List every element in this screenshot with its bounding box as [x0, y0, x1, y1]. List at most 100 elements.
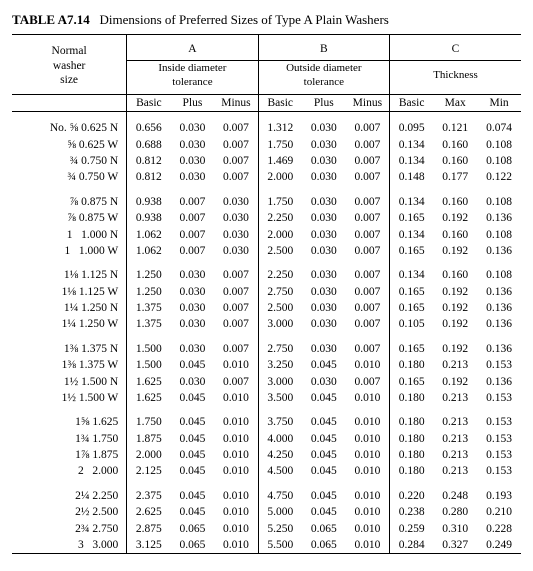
cell-value: 2.250 [258, 210, 302, 226]
cell-value: 0.030 [302, 194, 346, 210]
cell-value: 0.192 [433, 341, 477, 357]
cell-value: 0.153 [477, 463, 521, 479]
cell-value: 0.045 [171, 504, 215, 520]
cell-value: 0.153 [477, 431, 521, 447]
cell-value: 0.192 [433, 243, 477, 259]
cell-size: ⅝ 0.625 W [12, 137, 127, 153]
table-row: 3 3.0003.1250.0650.0105.5000.0650.0100.2… [12, 537, 521, 554]
cell-value: 2.375 [127, 488, 171, 504]
cell-value: 0.108 [477, 267, 521, 283]
cell-size: 1⅞ 1.875 [12, 447, 127, 463]
cell-value: 0.030 [302, 341, 346, 357]
col-C-basic: Basic [390, 94, 434, 111]
cell-value: 0.136 [477, 374, 521, 390]
cell-value: 0.134 [390, 194, 434, 210]
cell-value: 0.160 [433, 194, 477, 210]
cell-value: 0.030 [171, 153, 215, 169]
cell-value: 1.469 [258, 153, 302, 169]
cell-value: 0.213 [433, 414, 477, 430]
header-C: C [390, 40, 521, 58]
cell-value: 5.500 [258, 537, 302, 554]
cell-size: 2½ 2.500 [12, 504, 127, 520]
cell-value: 0.030 [171, 137, 215, 153]
cell-value: 0.180 [390, 463, 434, 479]
cell-size: ¾ 0.750 W [12, 169, 127, 185]
cell-value: 2.250 [258, 267, 302, 283]
cell-value: 0.007 [214, 120, 258, 136]
header-B-sub: Outside diameter tolerance [258, 61, 389, 92]
cell-value: 3.750 [258, 414, 302, 430]
cell-value: 0.007 [346, 374, 390, 390]
cell-value: 0.045 [302, 357, 346, 373]
cell-value: 0.213 [433, 447, 477, 463]
cell-value: 0.192 [433, 284, 477, 300]
cell-value: 0.160 [433, 227, 477, 243]
cell-value: 2.125 [127, 463, 171, 479]
table-row: No. ⅝ 0.625 N0.6560.0300.0071.3120.0300.… [12, 120, 521, 136]
cell-size: 1 1.000 N [12, 227, 127, 243]
cell-value: 0.210 [477, 504, 521, 520]
cell-value: 0.165 [390, 341, 434, 357]
cell-value: 0.010 [346, 390, 390, 406]
cell-value: 0.134 [390, 267, 434, 283]
cell-size: 1⅛ 1.125 N [12, 267, 127, 283]
cell-value: 0.010 [214, 431, 258, 447]
table-row: ⅝ 0.625 W0.6880.0300.0071.7500.0300.0070… [12, 137, 521, 153]
cell-value: 0.045 [302, 414, 346, 430]
cell-value: 1.062 [127, 227, 171, 243]
cell-value: 0.010 [214, 504, 258, 520]
cell-size: 1½ 1.500 N [12, 374, 127, 390]
cell-value: 0.280 [433, 504, 477, 520]
table-row: ¾ 0.750 N0.8120.0300.0071.4690.0300.0070… [12, 153, 521, 169]
cell-value: 3.125 [127, 537, 171, 554]
col-A-basic: Basic [127, 94, 171, 111]
cell-value: 0.045 [171, 390, 215, 406]
cell-value: 0.007 [346, 284, 390, 300]
cell-value: 0.812 [127, 153, 171, 169]
table-row: ⅞ 0.875 N0.9380.0070.0301.7500.0300.0070… [12, 194, 521, 210]
cell-value: 0.010 [346, 431, 390, 447]
cell-value: 0.238 [390, 504, 434, 520]
cell-value: 0.938 [127, 210, 171, 226]
cell-size: 1⅝ 1.625 [12, 414, 127, 430]
cell-value: 1.062 [127, 243, 171, 259]
table-row: 1⅝ 1.6251.7500.0450.0103.7500.0450.0100.… [12, 414, 521, 430]
cell-value: 0.007 [346, 267, 390, 283]
table-row: 1⅞ 1.8752.0000.0450.0104.2500.0450.0100.… [12, 447, 521, 463]
cell-value: 2.750 [258, 284, 302, 300]
cell-value: 4.250 [258, 447, 302, 463]
cell-value: 0.122 [477, 169, 521, 185]
cell-value: 0.192 [433, 316, 477, 332]
cell-value: 1.500 [127, 341, 171, 357]
cell-value: 0.045 [171, 463, 215, 479]
table-row: ⅞ 0.875 W0.9380.0070.0302.2500.0300.0070… [12, 210, 521, 226]
cell-value: 0.010 [346, 447, 390, 463]
header-normal: Normal washer size [12, 40, 127, 92]
cell-size: 1¼ 1.250 N [12, 300, 127, 316]
col-A-minus: Minus [214, 94, 258, 111]
cell-value: 0.007 [346, 194, 390, 210]
cell-value: 0.010 [214, 463, 258, 479]
table-caption: Dimensions of Preferred Sizes of Type A … [100, 12, 389, 27]
cell-value: 0.010 [346, 488, 390, 504]
cell-value: 0.007 [171, 227, 215, 243]
cell-value: 0.007 [214, 300, 258, 316]
cell-value: 0.030 [302, 374, 346, 390]
cell-size: 1⅜ 1.375 W [12, 357, 127, 373]
cell-value: 2.000 [258, 227, 302, 243]
cell-value: 0.180 [390, 414, 434, 430]
cell-value: 0.007 [214, 137, 258, 153]
cell-size: ⅞ 0.875 W [12, 210, 127, 226]
cell-value: 0.045 [302, 431, 346, 447]
cell-value: 0.136 [477, 316, 521, 332]
cell-value: 3.250 [258, 357, 302, 373]
cell-value: 0.030 [171, 284, 215, 300]
cell-value: 0.180 [390, 357, 434, 373]
cell-value: 0.007 [214, 341, 258, 357]
table-row: 1¼ 1.250 W1.3750.0300.0073.0000.0300.007… [12, 316, 521, 332]
cell-value: 0.074 [477, 120, 521, 136]
cell-value: 0.134 [390, 137, 434, 153]
cell-value: 0.165 [390, 284, 434, 300]
table-row: 1 1.000 N1.0620.0070.0302.0000.0300.0070… [12, 227, 521, 243]
cell-value: 0.010 [214, 390, 258, 406]
